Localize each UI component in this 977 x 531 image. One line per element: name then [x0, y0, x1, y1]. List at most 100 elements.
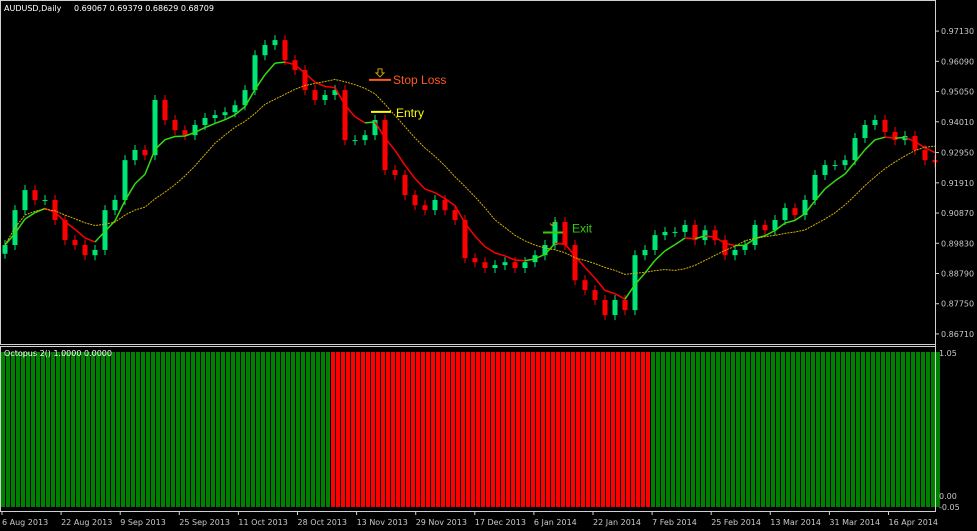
date-tick-label: 6 Aug 2013: [2, 518, 48, 527]
price-tick-label: 0.90870: [941, 209, 974, 218]
fast-ma-segment: [114, 200, 126, 222]
indicator-bar: [306, 352, 310, 507]
indicator-bar: [931, 352, 935, 507]
indicator-bar: [181, 352, 185, 507]
candle-body: [512, 262, 518, 268]
indicator-bar: [91, 352, 95, 507]
indicator-axis-bottom-zero: 0.00: [939, 492, 957, 501]
candle-body: [662, 231, 668, 236]
indicator-bar: [556, 352, 560, 507]
indicator-bar: [561, 352, 565, 507]
fast-ma-segment: [194, 126, 206, 134]
candle-body: [142, 149, 148, 156]
fast-ma-segment: [144, 149, 156, 175]
candle: [782, 203, 788, 226]
indicator-bar: [196, 352, 200, 507]
fast-ma-segment: [394, 149, 406, 166]
indicator-bar: [276, 352, 280, 507]
candle: [472, 253, 478, 268]
candle: [822, 160, 828, 180]
price-axis[interactable]: 0.97130 0.96090 0.95050 0.94010 0.92950 0.919…: [935, 27, 974, 339]
fast-ma-segment: [804, 200, 816, 215]
candle: [712, 225, 718, 246]
candle: [852, 133, 858, 166]
price-tick-label: 0.86710: [941, 330, 974, 339]
fast-ma-segment: [594, 277, 606, 291]
indicator-bar: [576, 352, 580, 507]
indicator-bar: [656, 352, 660, 507]
fast-ma-segment: [234, 106, 246, 116]
fast-ma-segment: [714, 236, 726, 244]
date-axis[interactable]: 6 Aug 2013 22 Aug 2013 9 Sep 2013 25 Sep 20…: [1, 512, 938, 527]
indicator-bar: [436, 352, 440, 507]
candle-body: [302, 70, 308, 91]
indicator-bar: [476, 352, 480, 507]
indicator-histogram: [1, 352, 940, 507]
candle-body: [772, 220, 778, 231]
indicator-bar: [531, 352, 535, 507]
candle: [862, 119, 868, 144]
indicator-bar: [571, 352, 575, 507]
fast-ma-segment: [744, 237, 756, 246]
indicator-bar: [106, 352, 110, 507]
candle-body: [132, 149, 138, 161]
indicator-bar: [801, 352, 805, 507]
indicator-bar: [461, 352, 465, 507]
fast-ma-segment: [354, 116, 366, 124]
indicator-bar: [676, 352, 680, 507]
candle: [752, 219, 758, 251]
candle: [452, 205, 458, 226]
indicator-bar: [136, 352, 140, 507]
indicator-bar: [326, 352, 330, 507]
candle: [122, 155, 128, 205]
indicator-bar: [501, 352, 505, 507]
indicator-bar: [121, 352, 125, 507]
candle: [402, 169, 408, 201]
indicator-bar: [586, 352, 590, 507]
fast-ma-segment: [324, 85, 336, 89]
indicator-bar: [316, 352, 320, 507]
indicator-bar: [756, 352, 760, 507]
indicator-bar: [671, 352, 675, 507]
indicator-bar: [701, 352, 705, 507]
candle: [662, 226, 668, 241]
indicator-bar: [826, 352, 830, 507]
indicator-bar: [131, 352, 135, 507]
candle-body: [182, 130, 188, 136]
candle-body: [452, 210, 458, 221]
candle-body: [152, 99, 158, 156]
indicator-bar: [726, 352, 730, 507]
candle-body: [2, 245, 8, 254]
candle: [322, 90, 328, 105]
indicator-bar: [356, 352, 360, 507]
fast-ma-segment: [784, 219, 796, 224]
fast-ma-segment: [154, 139, 166, 151]
fast-ma-segment: [64, 220, 76, 230]
fast-ma-segment: [904, 136, 916, 143]
date-tick-label: 6 Jan 2014: [534, 518, 577, 527]
candle-body: [922, 149, 928, 161]
indicator-pane-frame: [0, 346, 936, 512]
candle-body: [482, 262, 488, 268]
fast-ma-segment: [414, 178, 426, 190]
candle-body: [62, 220, 68, 241]
fast-ma-segment: [74, 228, 86, 239]
indicator-bar: [431, 352, 435, 507]
indicator-bar: [651, 352, 655, 507]
indicator-bar: [921, 352, 925, 507]
indicator-bar: [76, 352, 80, 507]
indicator-bar: [346, 352, 350, 507]
fast-ma-segment: [294, 64, 306, 74]
indicator-bar: [241, 352, 245, 507]
indicator-bar: [926, 352, 930, 507]
fast-ma-segment: [344, 104, 356, 118]
indicator-bar: [1, 352, 5, 507]
fast-ma-segment: [924, 147, 936, 154]
fast-ma-segment: [384, 137, 396, 151]
candle-body: [542, 245, 548, 256]
candle: [432, 194, 438, 216]
candle-body: [422, 205, 428, 211]
candle: [382, 115, 388, 176]
candle-body: [312, 90, 318, 100]
